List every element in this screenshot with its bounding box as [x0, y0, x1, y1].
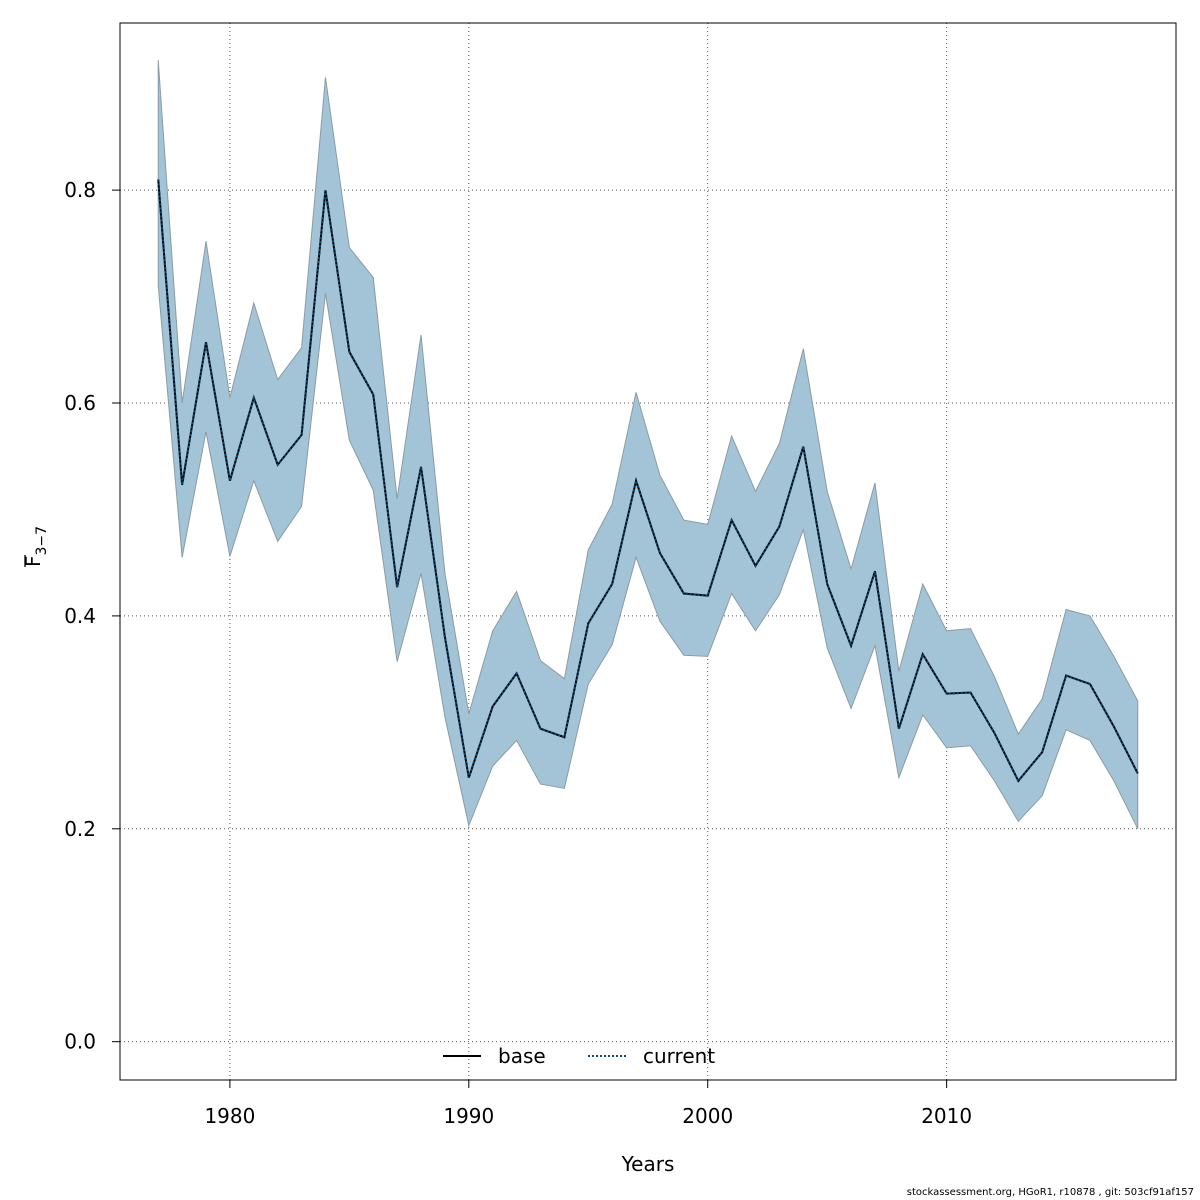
- confidence-band: [157, 60, 1139, 830]
- y-axis-title: F3−7: [21, 526, 50, 567]
- x-tick-label: 1990: [443, 1104, 494, 1128]
- y-axis-title-sub: 3−7: [34, 526, 50, 556]
- y-tick-label: 0.0: [64, 1030, 96, 1054]
- y-axis-title-main: F: [21, 555, 45, 567]
- legend-label-current: current: [643, 1044, 715, 1068]
- y-tick-label: 0.6: [64, 391, 96, 415]
- series-line-current: [157, 179, 1139, 783]
- plot-frame: [119, 22, 1177, 1081]
- y-tick-label: 0.4: [64, 604, 96, 628]
- x-axis-title: Years: [621, 1152, 675, 1176]
- y-axis: 0.0 0.2 0.4 0.6 0.8: [64, 178, 120, 1054]
- x-tick-label: 2000: [682, 1104, 733, 1128]
- svg-text:F3−7: F3−7: [21, 526, 50, 567]
- x-axis: 1980 1990 2000 2010: [204, 1080, 972, 1128]
- legend: base current: [443, 1044, 715, 1068]
- series-lines: [157, 179, 1139, 783]
- footer-credit: stockassessment.org, HGoR1, r10878 , git…: [906, 1187, 1194, 1198]
- legend-label-base: base: [498, 1044, 546, 1068]
- x-tick-label: 2010: [921, 1104, 972, 1128]
- band-area: [157, 60, 1139, 830]
- y-tick-label: 0.8: [64, 178, 96, 202]
- x-tick-label: 1980: [204, 1104, 255, 1128]
- y-tick-label: 0.2: [64, 817, 96, 841]
